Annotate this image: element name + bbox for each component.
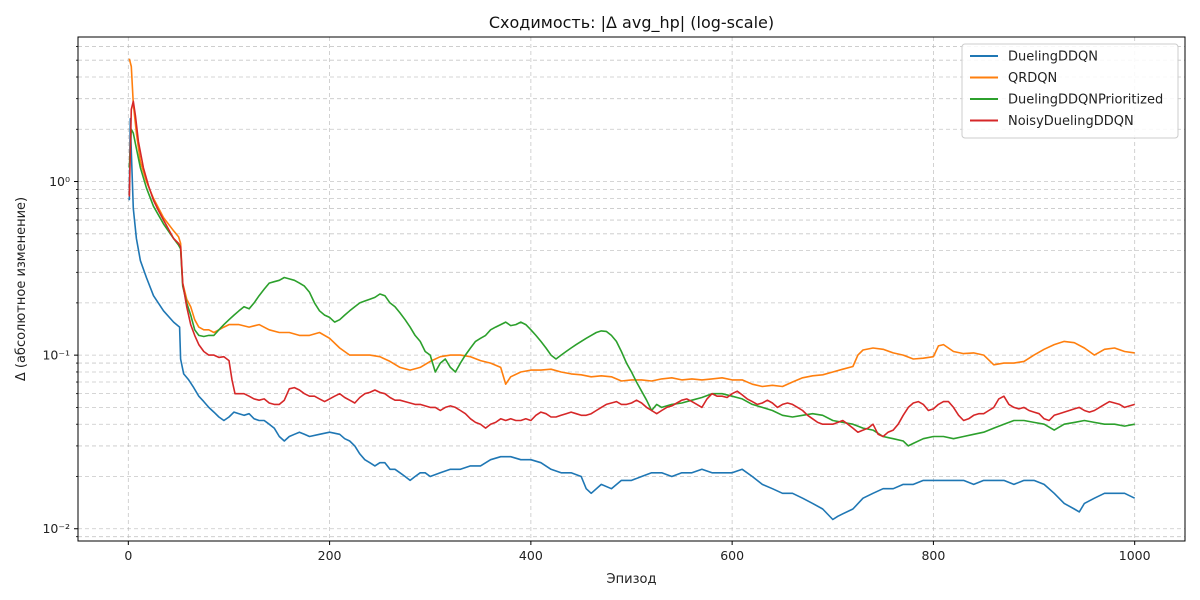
x-axis: 0 200 400 600 800 1000 bbox=[124, 541, 1151, 563]
series-layer bbox=[128, 58, 1136, 521]
series-line-noisyduelingddqn bbox=[128, 100, 1135, 438]
legend-label: DuelingDDQN bbox=[1008, 50, 1098, 65]
x-tick-label: 1000 bbox=[1119, 548, 1151, 563]
y-axis-title: Δ (абсолютное изменение) bbox=[14, 197, 29, 381]
x-axis-title: Эпизод bbox=[607, 572, 657, 587]
legend: DuelingDDQN QRDQN DuelingDDQNPrioritized No… bbox=[961, 43, 1179, 139]
legend-label: QRDQN bbox=[1008, 71, 1057, 86]
y-tick-label: 10⁻¹ bbox=[42, 348, 70, 363]
x-tick-label: 400 bbox=[519, 548, 543, 563]
x-tick-label: 600 bbox=[720, 548, 744, 563]
y-tick-label: 10⁰ bbox=[49, 174, 70, 189]
x-tick-label: 0 bbox=[124, 548, 132, 563]
plot-frame bbox=[77, 36, 1186, 542]
series-line-duelingddqnprioritized bbox=[128, 128, 1135, 447]
x-tick-label: 800 bbox=[921, 548, 945, 563]
y-tick-label: 10⁻² bbox=[42, 521, 70, 536]
legend-box bbox=[961, 43, 1179, 139]
legend-label: DuelingDDQNPrioritized bbox=[1008, 93, 1163, 108]
series-line-duelingddqn bbox=[128, 117, 1136, 521]
chart-title: Сходимость: |Δ avg_hp| (log-scale) bbox=[489, 13, 774, 33]
legend-label: NoisyDuelingDDQN bbox=[1008, 114, 1134, 129]
y-axis: 10⁻² 10⁻¹ 10⁰ bbox=[42, 46, 78, 538]
x-tick-label: 200 bbox=[318, 548, 342, 563]
